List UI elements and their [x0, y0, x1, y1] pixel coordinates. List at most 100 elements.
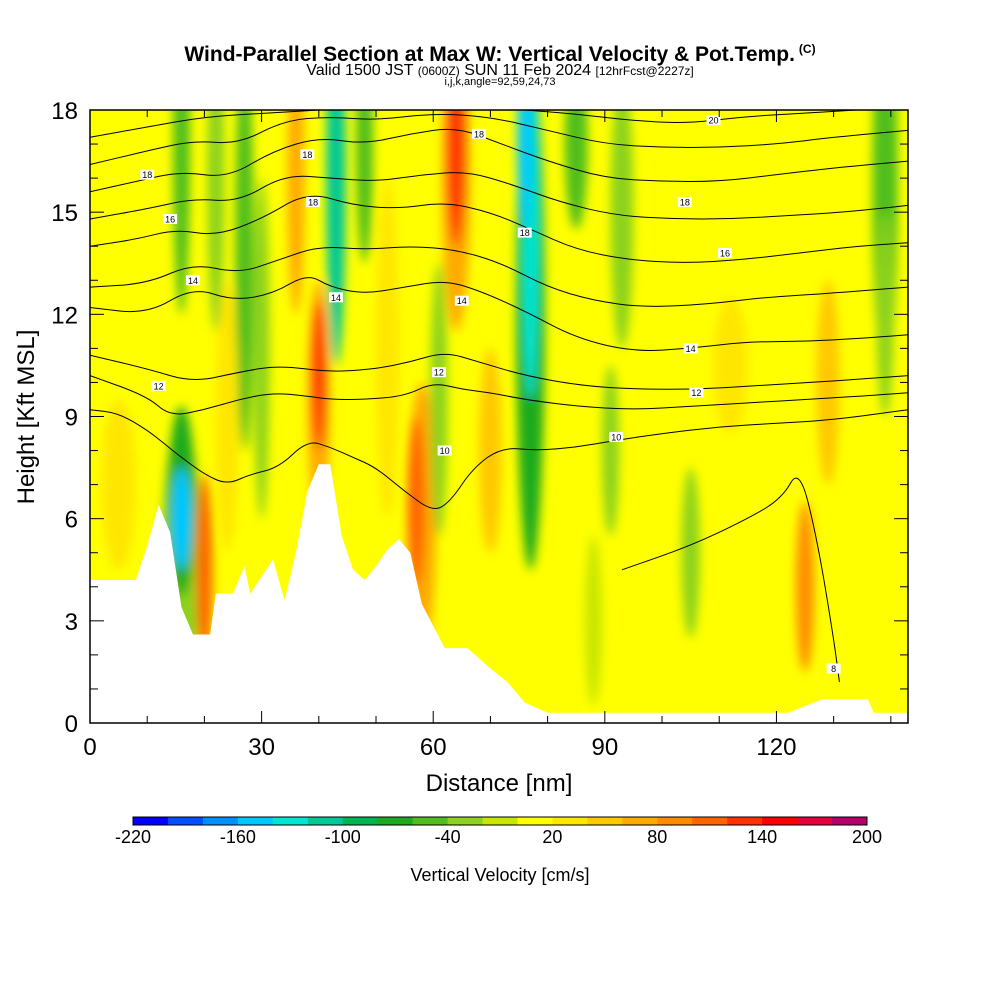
- colorbar-swatch: [272, 817, 309, 825]
- contour-label-text: 20: [709, 116, 719, 126]
- x-tick-label: 90: [591, 734, 618, 761]
- colorbar-swatch: [377, 817, 414, 825]
- theta-contour-20-10: [90, 110, 319, 138]
- contour-label-bg: [471, 128, 486, 139]
- chart-subtitle: Valid 1500 JST (0600Z) SUN 11 Feb 2024 […: [0, 61, 1000, 81]
- colorbar-tick-label: -40: [435, 827, 461, 847]
- contour-label-18: 8: [826, 663, 841, 674]
- velocity-cell-9: [215, 280, 239, 553]
- velocity-cell-17: [287, 110, 305, 315]
- velocity-cell-12: [101, 399, 136, 570]
- contour-label-text: 16: [165, 214, 175, 224]
- contour-label-text: 14: [331, 293, 341, 303]
- velocity-cell-28: [196, 474, 213, 666]
- colorbar-swatch: [412, 817, 449, 825]
- contour-label-bg: [677, 196, 692, 207]
- contour-label-text: 14: [457, 296, 467, 306]
- valid-time: Valid 1500 JST: [306, 62, 414, 79]
- colorbar-swatch: [202, 817, 239, 825]
- contour-label-15: 12: [689, 387, 704, 398]
- contour-label-text: 14: [188, 276, 198, 286]
- colorbar-tick-label: 20: [542, 827, 562, 847]
- contour-label-text: 18: [520, 228, 530, 238]
- velocity-cell-31: [584, 535, 602, 706]
- colorbar-swatch: [167, 817, 204, 825]
- velocity-cell-33: [311, 300, 326, 451]
- y-tick-label: 15: [51, 200, 78, 227]
- terrain: [90, 464, 908, 723]
- theta-contour-8-0: [621, 477, 840, 683]
- colorbar-label: Vertical Velocity [cm/s]: [410, 865, 589, 885]
- colorbar-swatch: [307, 817, 344, 825]
- colorbar-swatch: [622, 817, 658, 825]
- theta-contour-14-5: [90, 246, 908, 307]
- colorbar-swatch: [657, 817, 693, 825]
- velocity-cell-15: [207, 110, 225, 332]
- chart-title: Wind-Parallel Section at Max W: Vertical…: [0, 36, 1000, 68]
- colorbar-tick-label: -220: [115, 827, 151, 847]
- contour-label-14: 12: [431, 367, 446, 378]
- theta-contour-16-6: [90, 195, 908, 263]
- velocity-cell-29: [407, 416, 425, 587]
- velocity-cell-27: [795, 501, 815, 672]
- contour-label-13: 12: [151, 380, 166, 391]
- contour-label-text: 12: [434, 368, 444, 378]
- contour-label-text: 18: [308, 197, 318, 207]
- theta-contour-18-9: [90, 114, 908, 165]
- contour-label-bg: [689, 387, 704, 398]
- colorbar-swatch: [342, 817, 379, 825]
- theta-contour-16-7: [90, 172, 908, 220]
- velocity-cell-21: [478, 348, 502, 553]
- contour-label-4: 16: [163, 213, 178, 224]
- x-tick-label: 120: [756, 734, 796, 761]
- theta-contour-12-3: [90, 353, 908, 390]
- contour-label-3: 20: [706, 115, 721, 126]
- theta-contour-14-4: [90, 277, 908, 351]
- x-tick-label: 60: [420, 734, 447, 761]
- terrain-mask: [90, 464, 908, 723]
- contour-label-text: 18: [680, 197, 690, 207]
- copyright-mark: (C): [798, 42, 816, 56]
- contour-label-12: 14: [683, 343, 698, 354]
- contour-label-text: 16: [720, 249, 730, 259]
- contour-label-16: 10: [609, 431, 624, 442]
- contour-label-bg: [185, 275, 200, 286]
- colorbar-swatch: [517, 817, 553, 825]
- contour-label-8: 16: [717, 248, 732, 259]
- colorbar-tick-label: 80: [647, 827, 667, 847]
- theta-contours: [90, 110, 908, 683]
- y-tick-label: 6: [65, 507, 78, 534]
- contour-label-bg: [517, 227, 532, 238]
- contour-label-bg: [683, 343, 698, 354]
- colorbar-swatch: [552, 817, 588, 825]
- contour-label-bg: [717, 248, 732, 259]
- contour-label-text: 12: [691, 388, 701, 398]
- valid-utc: (0600Z): [417, 64, 460, 78]
- contour-label-text: 8: [831, 664, 836, 674]
- forecast-info: [12hrFcst@2227z]: [595, 64, 694, 78]
- colorbar-tick-label: 200: [852, 827, 882, 847]
- contour-label-2: 18: [471, 128, 486, 139]
- contour-label-bg: [706, 115, 721, 126]
- colorbar-swatch: [237, 817, 274, 825]
- contour-label-text: 18: [142, 170, 152, 180]
- velocity-cell-20: [713, 297, 748, 434]
- contour-label-bg: [454, 295, 469, 306]
- contour-label-17: 10: [437, 445, 452, 456]
- axes: 0 30 60 90 120 0 3 6 9 12 15 18: [51, 98, 908, 761]
- contour-label-6: 18: [677, 196, 692, 207]
- colorbar-swatch: [447, 817, 484, 825]
- chart-params: i,j,k,angle=92,59,24,73: [444, 76, 556, 88]
- contour-label-text: 10: [440, 446, 450, 456]
- colorbar-tick-label: -100: [325, 827, 361, 847]
- colorbar-frame: [132, 816, 868, 826]
- contour-label-text: 14: [686, 344, 696, 354]
- colorbar-swatch: [727, 817, 763, 825]
- velocity-cell-34: [171, 467, 192, 570]
- velocity-cell-10: [172, 110, 191, 315]
- contour-label-text: 12: [154, 381, 164, 391]
- colorbar-swatch: [482, 817, 518, 825]
- colorbar-tick-label: -160: [220, 827, 256, 847]
- colorbar-swatch: [587, 817, 623, 825]
